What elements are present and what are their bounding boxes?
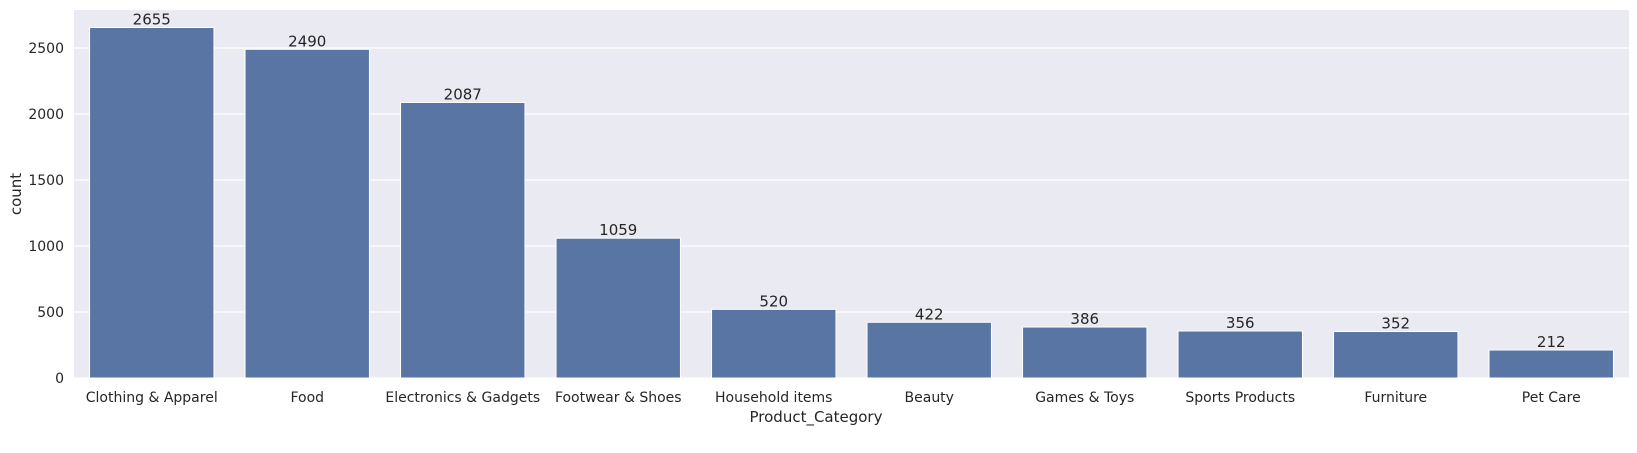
y-tick-label: 0 <box>55 371 64 387</box>
x-tick-label: Sports Products <box>1185 390 1295 406</box>
data-label: 1059 <box>599 221 637 239</box>
data-label: 2490 <box>288 32 326 50</box>
bars <box>89 27 1614 379</box>
data-label: 386 <box>1070 310 1099 328</box>
bar <box>555 237 681 379</box>
data-label: 212 <box>1537 333 1566 351</box>
x-tick-label: Beauty <box>905 390 954 406</box>
data-label: 352 <box>1381 315 1410 333</box>
y-tick-label: 500 <box>37 305 64 321</box>
bar <box>244 48 370 379</box>
data-label: 356 <box>1226 314 1255 332</box>
bar <box>1488 349 1614 379</box>
x-tick-label: Food <box>290 390 324 406</box>
y-tick-label: 1500 <box>28 173 64 189</box>
bar <box>1333 331 1459 379</box>
x-axis-label: Product_Category <box>750 408 883 427</box>
y-tick-labels: 0 500 1000 1500 2000 2500 <box>28 41 64 387</box>
x-tick-label: Electronics & Gadgets <box>385 390 540 406</box>
data-label: 2655 <box>133 11 171 29</box>
bar <box>400 102 526 379</box>
data-label: 422 <box>915 305 944 323</box>
bar <box>89 27 215 379</box>
bar <box>866 321 992 379</box>
bar <box>711 308 837 379</box>
y-axis-label: count <box>7 173 25 215</box>
bar <box>1022 326 1148 379</box>
data-labels: 2655 2490 2087 1059 520 422 386 356 352 212 <box>133 11 1566 351</box>
bar <box>1177 330 1303 379</box>
x-tick-label: Footwear & Shoes <box>555 390 682 406</box>
x-tick-label: Pet Care <box>1522 390 1581 406</box>
y-tick-label: 2500 <box>28 41 64 57</box>
x-tick-labels: Clothing & Apparel Food Electronics & Gadg… <box>86 390 1581 406</box>
x-tick-label: Furniture <box>1364 390 1427 406</box>
data-label: 520 <box>759 292 788 310</box>
y-tick-label: 1000 <box>28 239 64 255</box>
data-label: 2087 <box>444 86 482 104</box>
y-tick-label: 2000 <box>28 107 64 123</box>
x-tick-label: Clothing & Apparel <box>86 390 218 406</box>
x-tick-label: Household items <box>715 390 832 406</box>
x-tick-label: Games & Toys <box>1035 390 1134 406</box>
